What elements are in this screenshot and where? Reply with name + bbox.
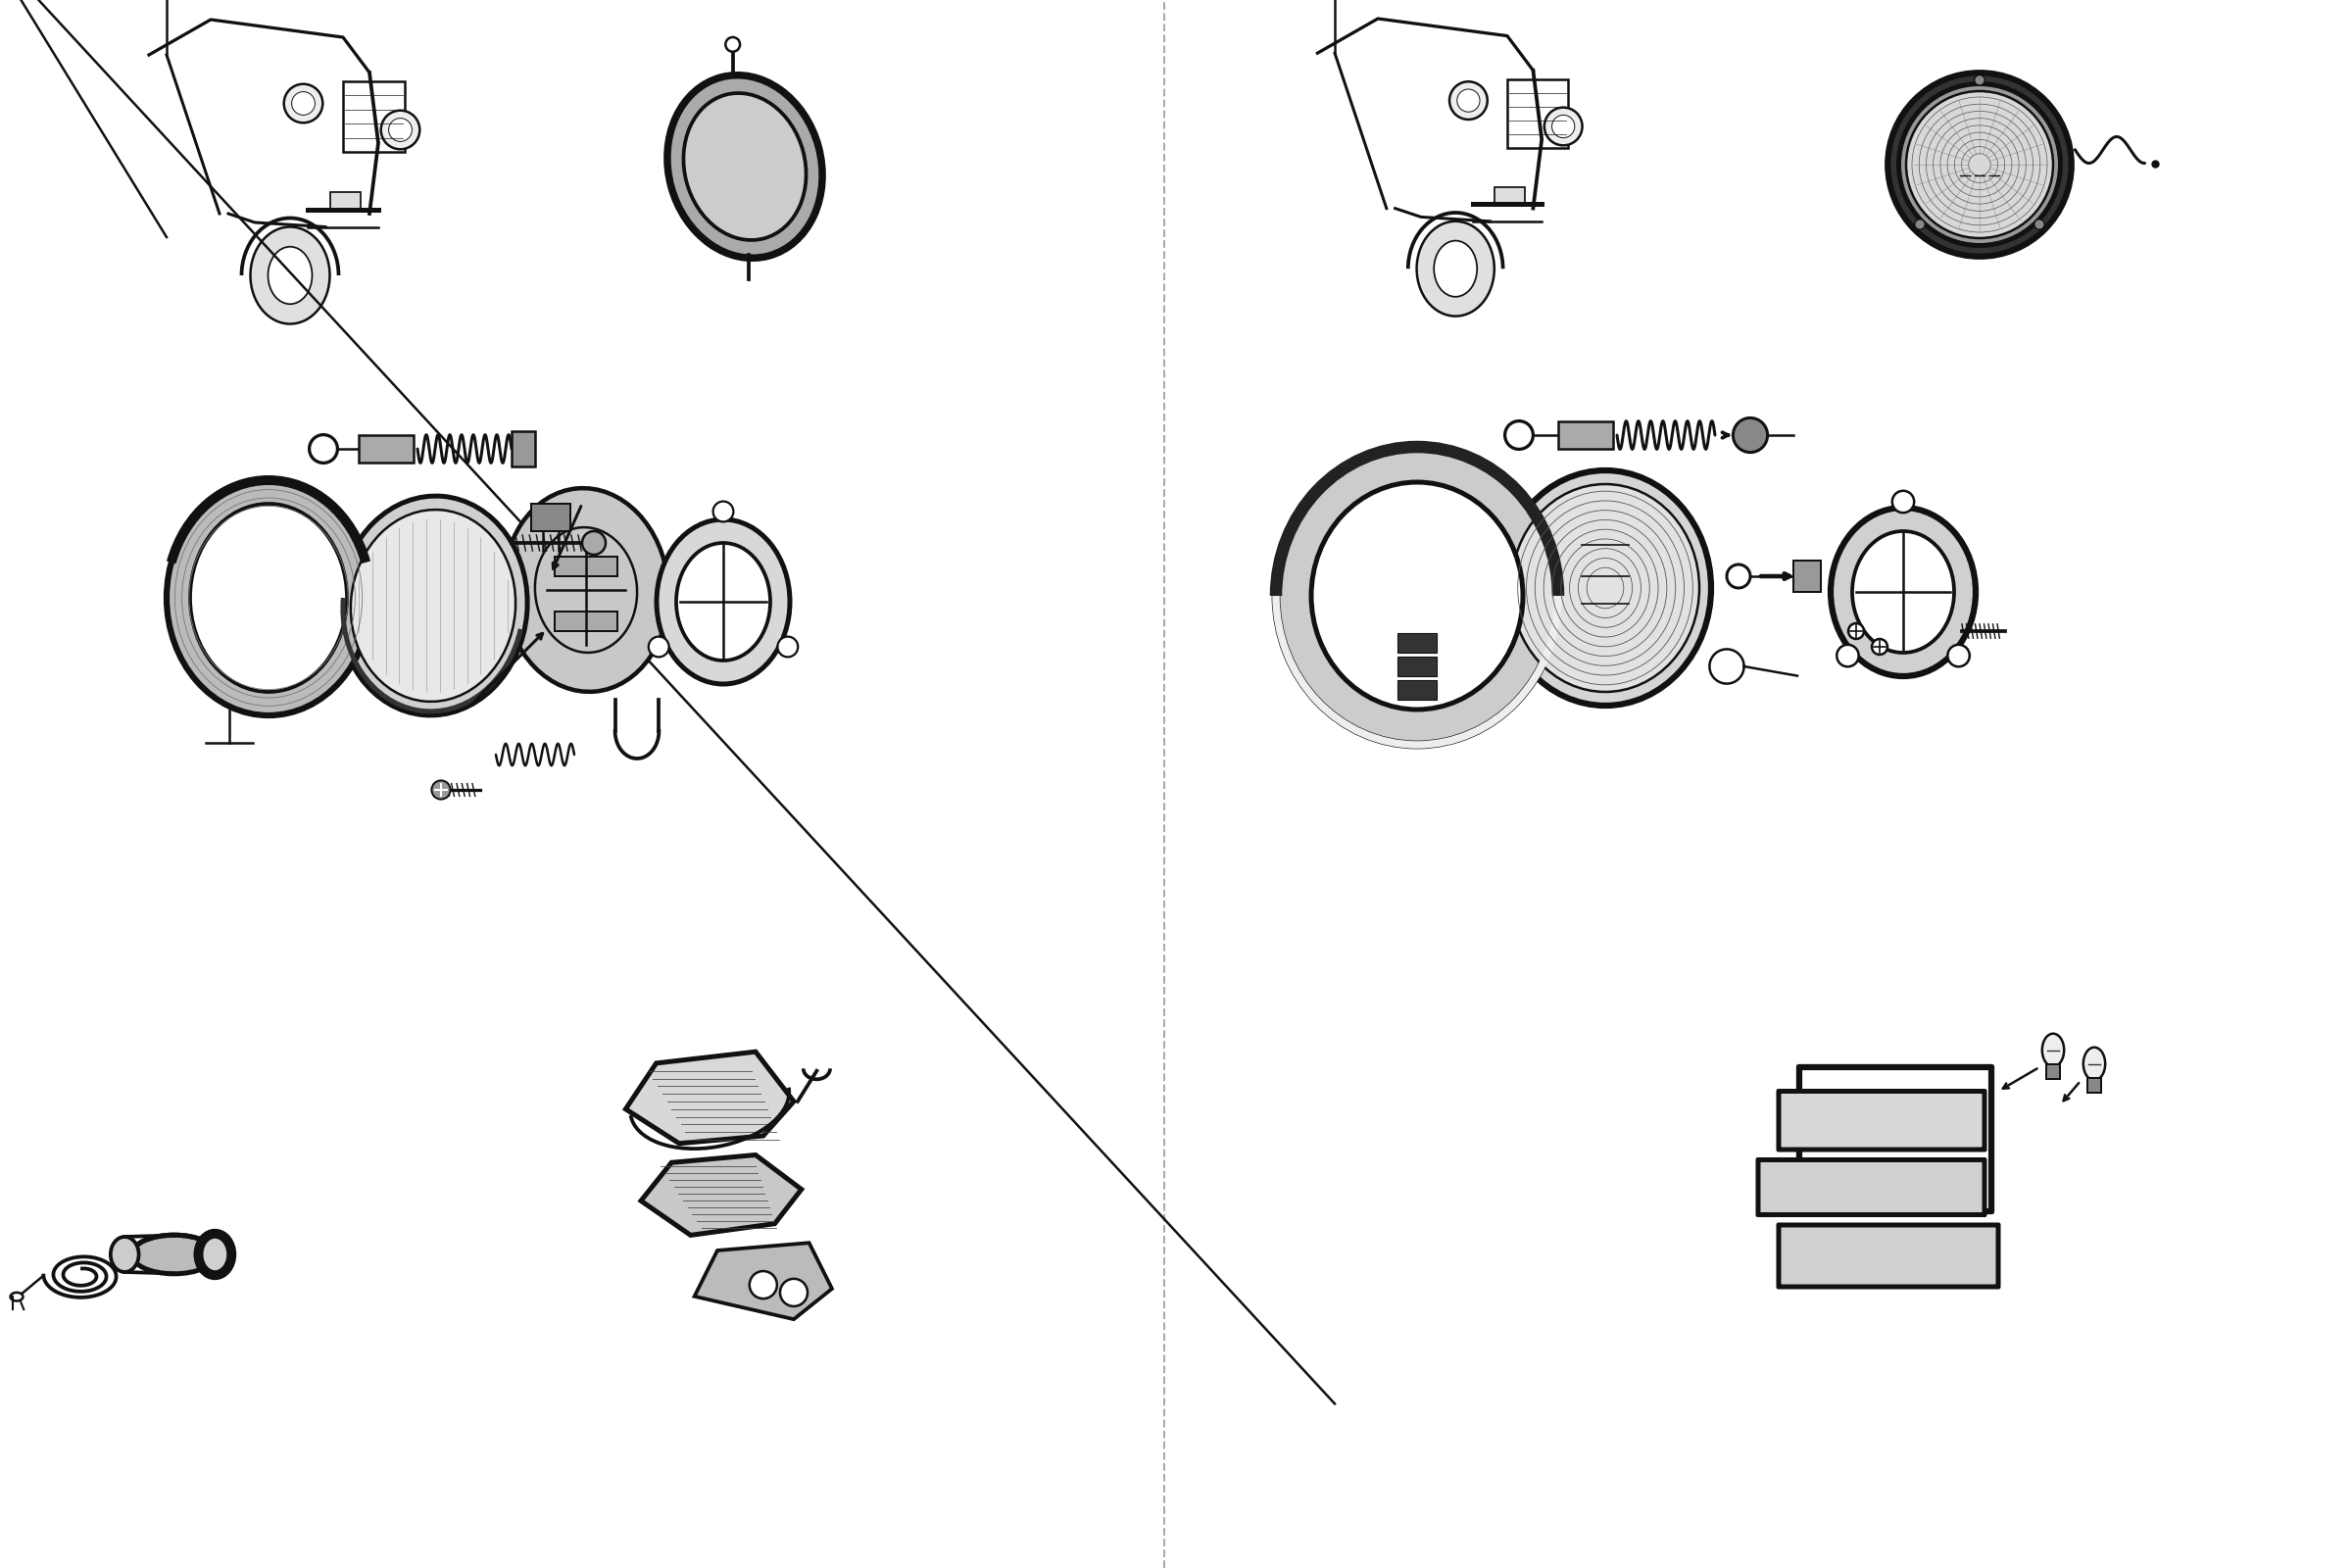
Bar	[1397, 633, 1437, 652]
Bar	[329, 191, 360, 209]
Circle shape	[388, 118, 412, 141]
Ellipse shape	[9, 1292, 24, 1301]
Circle shape	[1456, 89, 1479, 111]
Ellipse shape	[1275, 447, 1559, 745]
FancyBboxPatch shape	[1757, 1160, 1985, 1215]
Bar	[555, 557, 616, 575]
Bar	[343, 82, 405, 152]
Ellipse shape	[1312, 483, 1524, 709]
Polygon shape	[626, 1052, 795, 1143]
Circle shape	[750, 1272, 776, 1298]
Ellipse shape	[1830, 508, 1976, 676]
Circle shape	[2034, 220, 2044, 229]
Circle shape	[1726, 564, 1750, 588]
Bar	[1508, 78, 1566, 147]
Polygon shape	[694, 1243, 833, 1319]
Circle shape	[1552, 114, 1576, 138]
Circle shape	[781, 1279, 807, 1306]
Polygon shape	[640, 1156, 802, 1236]
Circle shape	[779, 637, 797, 657]
Ellipse shape	[503, 488, 668, 691]
Ellipse shape	[339, 495, 527, 715]
Bar	[1795, 561, 1820, 591]
Ellipse shape	[1435, 241, 1477, 296]
Bar	[555, 612, 616, 630]
Ellipse shape	[1512, 485, 1698, 691]
FancyBboxPatch shape	[1778, 1091, 1985, 1149]
Circle shape	[1837, 644, 1858, 666]
Ellipse shape	[668, 75, 823, 259]
Circle shape	[1898, 83, 2060, 246]
Circle shape	[1973, 75, 1985, 85]
Circle shape	[649, 637, 668, 657]
Ellipse shape	[684, 93, 807, 240]
Circle shape	[381, 110, 419, 149]
Bar	[1494, 187, 1524, 204]
Ellipse shape	[2084, 1047, 2105, 1080]
Bar	[2046, 1063, 2060, 1079]
FancyBboxPatch shape	[1778, 1225, 1999, 1287]
Bar	[1559, 420, 1613, 448]
Ellipse shape	[167, 480, 372, 715]
Ellipse shape	[2042, 1033, 2065, 1066]
Circle shape	[1905, 91, 2053, 238]
Ellipse shape	[191, 503, 348, 691]
Ellipse shape	[1416, 221, 1494, 317]
Circle shape	[1545, 108, 1583, 146]
Circle shape	[292, 93, 315, 114]
Circle shape	[1915, 220, 1924, 229]
Circle shape	[1733, 419, 1769, 452]
Bar	[1397, 681, 1437, 699]
Bar	[532, 503, 572, 532]
Circle shape	[285, 85, 322, 122]
Circle shape	[433, 781, 452, 800]
Bar	[358, 434, 414, 463]
Circle shape	[1889, 72, 2072, 257]
Bar	[2089, 1077, 2100, 1093]
Ellipse shape	[677, 543, 771, 660]
Ellipse shape	[1501, 470, 1712, 706]
Circle shape	[1449, 82, 1486, 119]
Circle shape	[583, 532, 607, 555]
Bar	[513, 431, 536, 466]
Circle shape	[1891, 491, 1915, 513]
Ellipse shape	[111, 1237, 139, 1272]
Ellipse shape	[656, 519, 790, 684]
Ellipse shape	[268, 246, 313, 304]
Circle shape	[724, 38, 741, 52]
Circle shape	[310, 434, 339, 463]
Ellipse shape	[249, 227, 329, 325]
Ellipse shape	[132, 1236, 216, 1273]
Circle shape	[713, 502, 734, 522]
Ellipse shape	[1853, 532, 1955, 652]
Bar	[1397, 657, 1437, 676]
Ellipse shape	[200, 1236, 228, 1273]
Circle shape	[1505, 420, 1534, 450]
Circle shape	[1849, 622, 1865, 640]
Ellipse shape	[350, 510, 515, 701]
Circle shape	[1947, 644, 1969, 666]
Circle shape	[1872, 640, 1889, 655]
